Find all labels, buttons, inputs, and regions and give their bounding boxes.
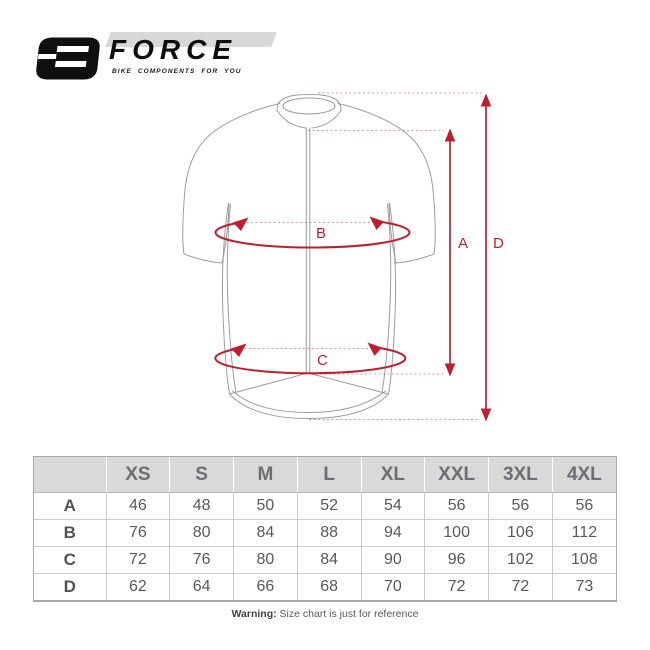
table-cell: 54	[360, 492, 425, 520]
table-cell: 56	[551, 492, 616, 520]
collar-v-left	[277, 110, 307, 129]
arrowheads	[444, 93, 492, 422]
warning-text: Size chart is just for reference	[276, 608, 419, 620]
collar-neck-opening	[282, 97, 336, 115]
jersey-measurement-diagram: A D B C	[182, 92, 504, 422]
measure-reference-lines	[240, 92, 482, 420]
col-header: L	[296, 457, 361, 493]
front-hem	[229, 372, 389, 395]
table-cell: 90	[360, 546, 425, 574]
zipper-line	[305, 127, 311, 374]
body-side-left-seam	[226, 203, 237, 393]
table-cell: 84	[233, 519, 298, 547]
table-cell: 72	[488, 573, 553, 600]
table-cell: 46	[105, 492, 170, 520]
corner-cell	[34, 457, 106, 493]
jersey-outline	[182, 94, 436, 419]
table-cell: 80	[233, 546, 298, 574]
table-cell: 108	[551, 546, 616, 574]
force-f-icon	[36, 37, 100, 80]
table-cell: 48	[169, 492, 234, 520]
table-cell: 96	[424, 546, 489, 574]
measure-b-ellipse	[214, 220, 411, 249]
label-c: C	[317, 352, 328, 369]
sleeve-left-outer	[182, 133, 212, 255]
table-cell: 70	[360, 573, 425, 600]
table-cell: 100	[424, 519, 489, 547]
brand-tagline: BIKE COMPONENTS FOR YOU	[112, 68, 242, 75]
col-header: XS	[105, 457, 170, 493]
row-label: B	[34, 519, 106, 547]
table-row: D 62 64 66 68 70 72 72 73	[34, 573, 616, 600]
back-hem-inner	[232, 390, 386, 413]
table-cell: 76	[169, 546, 234, 574]
table-cell: 56	[424, 492, 489, 520]
warning-label: Warning:	[231, 608, 277, 620]
table-cell: 52	[296, 492, 361, 520]
col-header: XXL	[424, 457, 489, 493]
col-header: XL	[360, 457, 425, 493]
table-cell: 64	[169, 573, 234, 600]
label-a: A	[458, 235, 468, 252]
force-logo: FORCE BIKE COMPONENTS FOR YOU	[36, 30, 286, 84]
table-cell: 73	[551, 573, 616, 600]
header-row: XS S M L XL XXL 3XL 4XL	[34, 457, 616, 493]
table-cell: 50	[233, 492, 298, 520]
measure-arrows	[214, 93, 492, 422]
label-d: D	[493, 235, 504, 252]
table-row: B 76 80 84 88 94 100 106 112	[34, 519, 616, 547]
col-header: 4XL	[551, 457, 616, 493]
body-side-right-seam	[381, 203, 392, 393]
size-table: XS S M L XL XXL 3XL 4XL A 46 48 50 52	[33, 456, 617, 602]
row-label: D	[34, 573, 106, 600]
table-cell: 76	[105, 519, 170, 547]
table-cell: 80	[169, 519, 234, 547]
col-header: 3XL	[488, 457, 553, 493]
ellipse-arrowheads	[231, 216, 384, 357]
body-side-left-outer	[221, 202, 230, 395]
table-cell: 94	[360, 519, 425, 547]
table-cell: 72	[424, 573, 489, 600]
sleeve-right-outer	[406, 133, 436, 255]
table-row: C 72 76 80 84 90 96 102 108	[34, 546, 616, 574]
table-cell: 56	[488, 492, 553, 520]
back-hem-outer	[229, 393, 389, 419]
collar-outer	[276, 94, 342, 112]
table-row: A 46 48 50 52 54 56 56 56	[34, 492, 616, 520]
sleeve-right-hem	[395, 253, 435, 264]
brand-name: FORCE	[109, 34, 237, 65]
table-cell: 62	[105, 573, 170, 600]
table-cell: 66	[233, 573, 298, 600]
table-cell: 102	[488, 546, 553, 574]
row-label: A	[63, 496, 76, 515]
sleeve-left-hem	[183, 253, 223, 264]
table-cell: 106	[488, 519, 553, 547]
table-cell: 68	[296, 573, 361, 600]
collar-v-right	[311, 110, 341, 129]
label-b: B	[316, 225, 326, 242]
body-side-right-outer	[388, 202, 397, 395]
shoulder-left	[210, 103, 281, 135]
col-header: S	[169, 457, 234, 493]
table-cell: 112	[551, 519, 616, 547]
measure-c-ellipse	[214, 346, 407, 375]
col-header: M	[233, 457, 298, 493]
measure-labels: A D B C	[316, 225, 504, 369]
shoulder-right	[337, 103, 408, 135]
table-cell: 72	[105, 546, 170, 574]
row-label: C	[34, 546, 106, 574]
warning-note: Warning: Size chart is just for referenc…	[0, 608, 650, 620]
table-cell: 88	[296, 519, 361, 547]
table-cell: 84	[296, 546, 361, 574]
